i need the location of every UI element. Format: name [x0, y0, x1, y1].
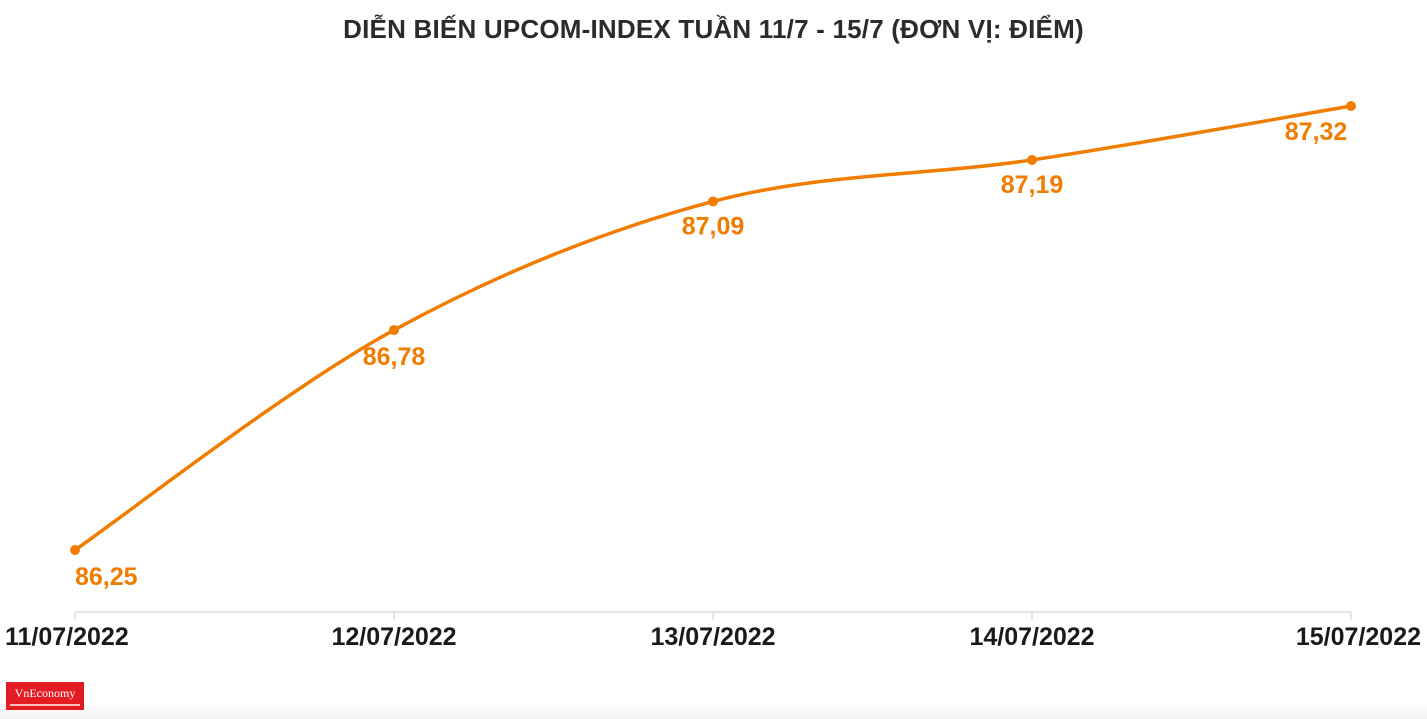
data-point [1346, 101, 1356, 111]
data-label: 87,09 [682, 212, 745, 240]
data-points [70, 101, 1356, 555]
x-tick-label: 11/07/2022 [5, 623, 129, 651]
data-label: 86,78 [363, 343, 426, 371]
chart-title: DIỄN BIẾN UPCOM-INDEX TUẦN 11/7 - 15/7 (… [343, 14, 1084, 44]
logo-text: VnEconomy [14, 686, 76, 700]
data-labels: 86,25 86,78 87,09 87,19 87,32 [75, 118, 1347, 591]
x-tick-label: 14/07/2022 [969, 623, 1094, 651]
x-tick-labels: 11/07/2022 12/07/2022 13/07/2022 14/07/2022… [5, 623, 1421, 651]
bottom-shadow-band [0, 700, 1427, 719]
x-tick-label: 13/07/2022 [650, 623, 775, 651]
data-point [389, 325, 399, 336]
data-point [1027, 154, 1037, 165]
data-point [708, 196, 718, 207]
series-line-layer [73, 104, 1353, 552]
logo-tagline-decoration [10, 704, 80, 706]
x-tick-label: 12/07/2022 [331, 623, 456, 651]
x-axis [74, 611, 1352, 620]
data-label: 86,25 [75, 563, 138, 591]
series-line [73, 104, 1353, 552]
data-label: 87,19 [1001, 171, 1064, 199]
vneconomy-logo: VnEconomy [6, 682, 84, 710]
data-label: 87,32 [1285, 118, 1348, 146]
x-tick-label: 15/07/2022 [1296, 623, 1421, 651]
data-point [70, 545, 80, 555]
